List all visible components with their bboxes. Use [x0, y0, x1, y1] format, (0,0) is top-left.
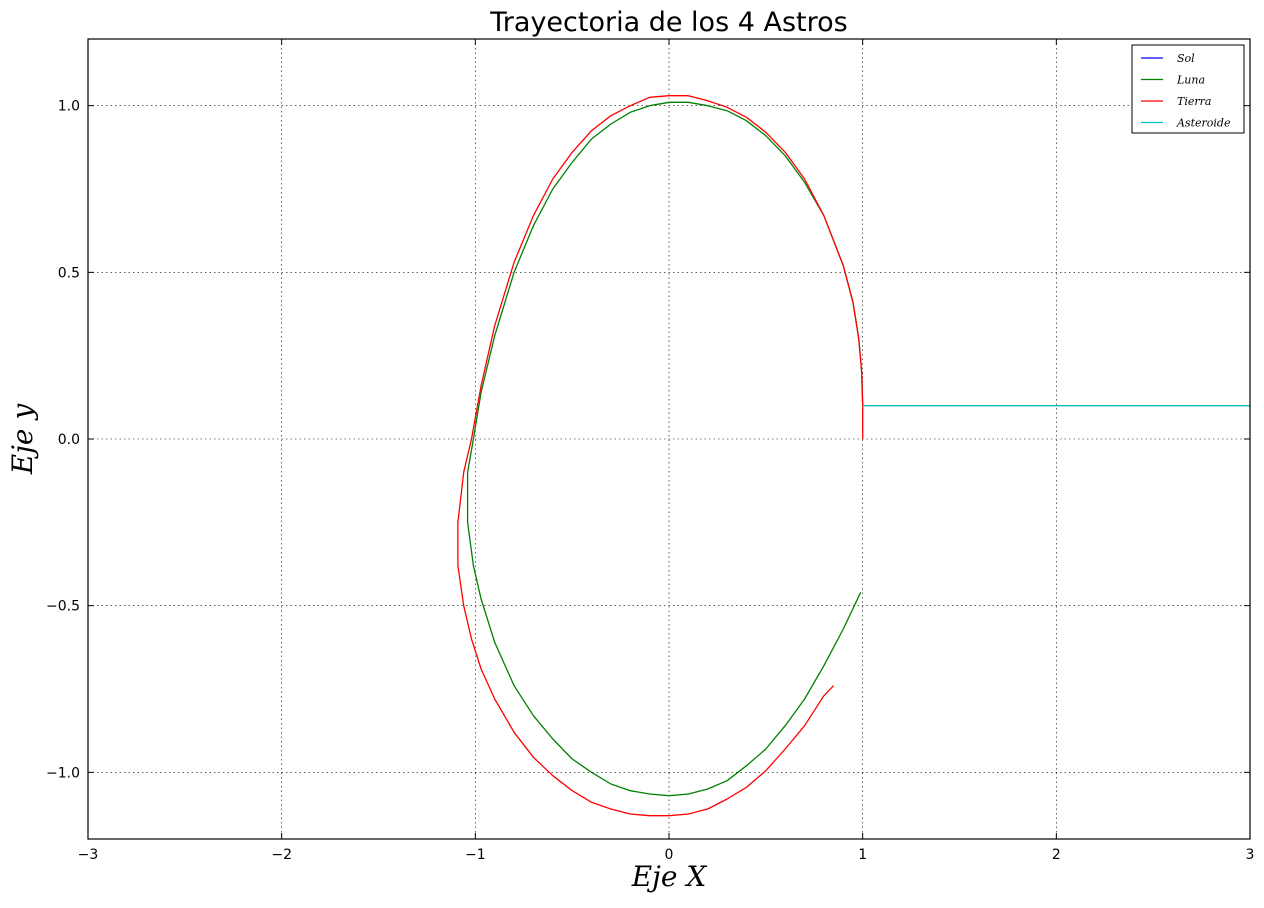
- y-tick-label: 0.5: [58, 265, 80, 281]
- legend-label-sol: Sol: [1177, 52, 1195, 65]
- x-tick-label: 3: [1246, 847, 1255, 863]
- y-tick-label: −0.5: [46, 599, 80, 615]
- y-tick-label: 0.0: [58, 432, 80, 448]
- y-tick-label: 1.0: [58, 99, 80, 115]
- axis-ticks: −3 −2 −1 0 1 2 3 −1.0 −0.5 0.0 0.5 1.0: [46, 39, 1254, 863]
- x-tick-label: −3: [78, 847, 99, 863]
- legend-box: [1131, 44, 1245, 134]
- x-tick-label: 0: [665, 847, 674, 863]
- legend: Sol Luna Tierra Asteroide: [1131, 44, 1245, 134]
- x-tick-label: −2: [271, 847, 292, 863]
- series-line-luna: [466, 101, 864, 797]
- x-axis-label: Eje X: [631, 860, 708, 893]
- grid-lines: [88, 39, 1250, 839]
- y-axis-label: Eje y: [6, 403, 39, 476]
- legend-label-luna: Luna: [1176, 74, 1205, 87]
- series-lines: [457, 95, 1250, 817]
- series-line-tierra: [457, 95, 864, 817]
- legend-label-asteroide: Asteroide: [1176, 117, 1231, 130]
- x-tick-label: 2: [1052, 847, 1061, 863]
- x-tick-label: −1: [465, 847, 486, 863]
- legend-label-tierra: Tierra: [1177, 95, 1211, 108]
- y-tick-label: −1.0: [46, 765, 80, 781]
- chart-title: Trayectoria de los 4 Astros: [489, 7, 847, 38]
- x-tick-label: 1: [858, 847, 867, 863]
